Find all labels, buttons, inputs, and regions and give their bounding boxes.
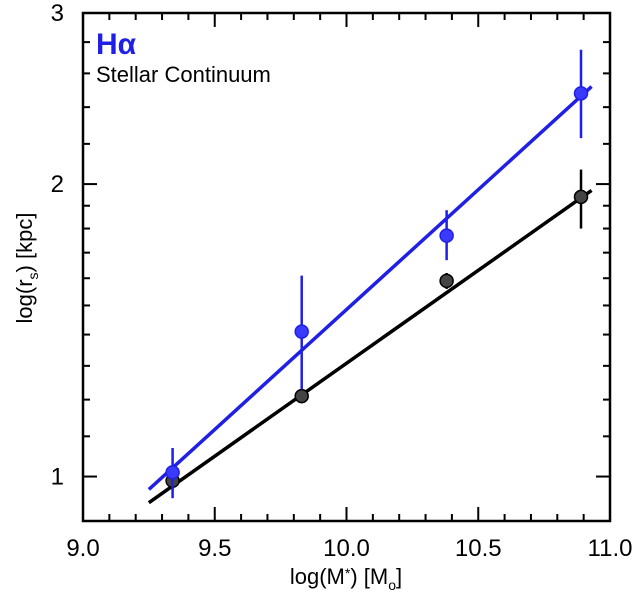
halpha-point	[165, 465, 180, 480]
x-axis-title: log(M*) [Mo]	[290, 564, 402, 592]
plot-frame	[81, 11, 612, 523]
y-tick-label: 2	[51, 171, 64, 198]
legend-stellar-continuum: Stellar Continuum	[96, 62, 271, 87]
y-tick-label: 3	[51, 0, 64, 27]
fit-lines	[147, 85, 593, 505]
x-tick-label: 9.5	[198, 535, 231, 562]
y-axis-title: log(rs) [kpc]	[12, 213, 41, 324]
x-tick-label: 10.5	[455, 535, 502, 562]
stellar-fit-line	[147, 189, 593, 505]
y-tick-label: 1	[51, 464, 64, 491]
ticks-layer: 9.0 9.5 10.0 10.5 11.0 1 2 3	[51, 0, 633, 562]
x-tick-label: 9.0	[66, 535, 99, 562]
halpha-point	[573, 86, 589, 101]
stellar-point	[439, 273, 454, 289]
stellar-point	[573, 189, 589, 205]
halpha-point	[439, 228, 454, 243]
data-points	[165, 49, 589, 499]
legend-halpha: Hα	[96, 28, 137, 61]
stellar-point	[294, 388, 309, 404]
halpha-fit-line	[147, 85, 593, 491]
x-tick-label: 11.0	[588, 535, 633, 562]
x-tick-label: 10.0	[323, 535, 370, 562]
halpha-point	[294, 324, 309, 339]
